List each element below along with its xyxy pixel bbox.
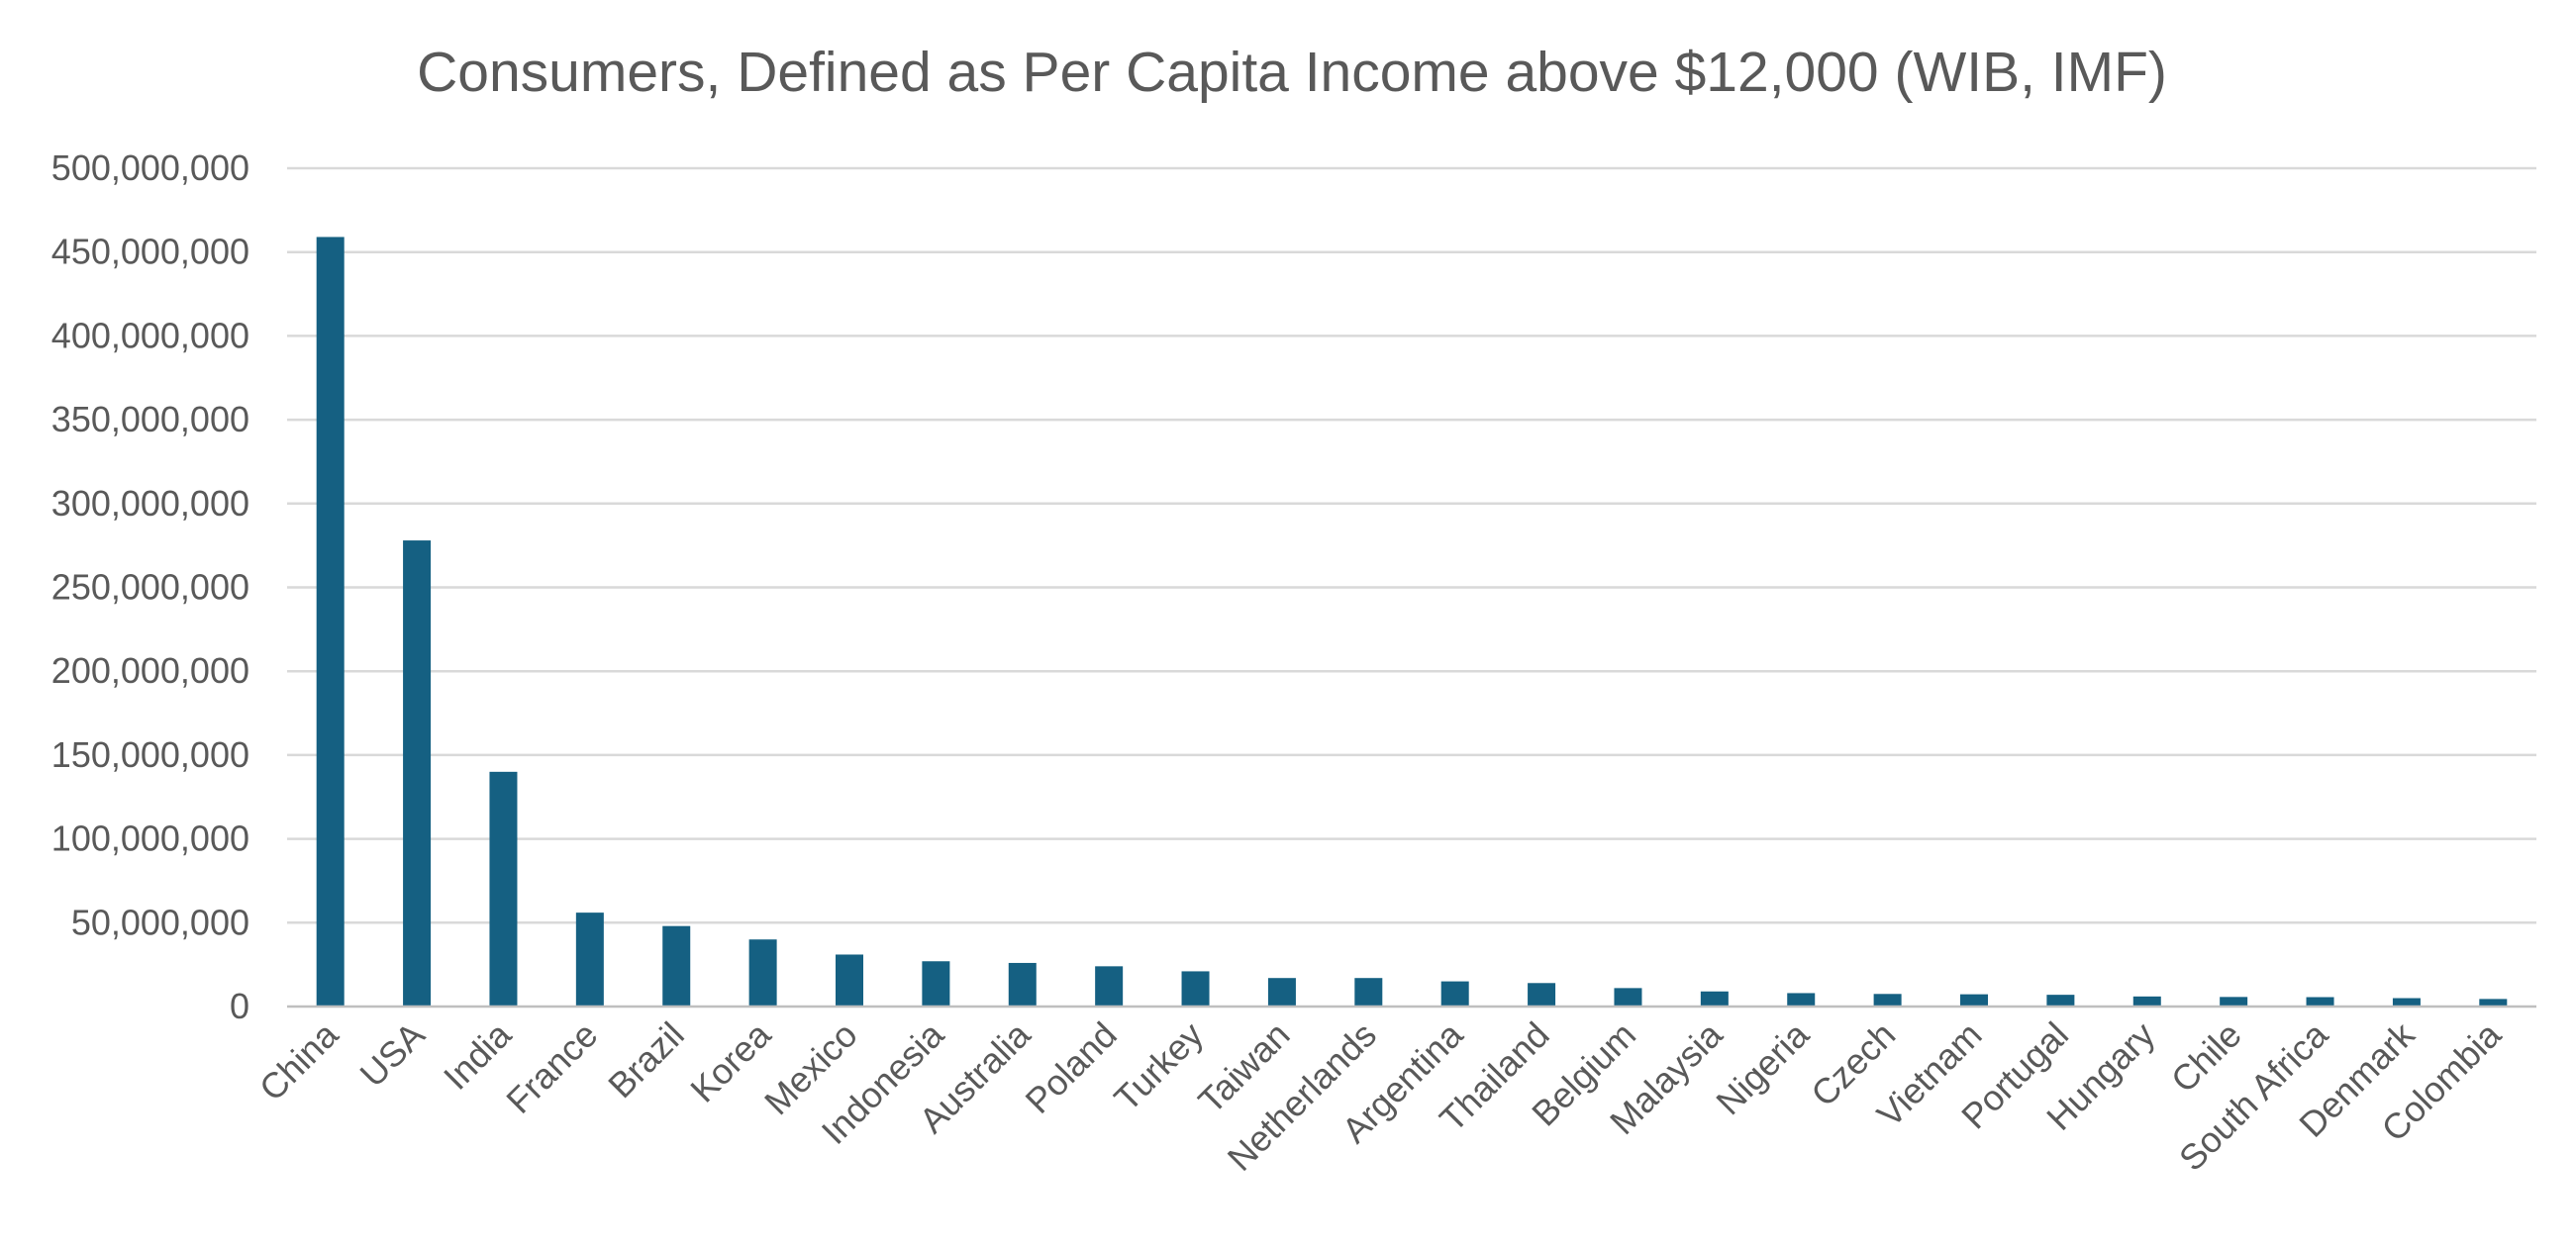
bar-poland [1095,966,1124,1007]
bar-mexico [836,954,863,1007]
y-tick-label: 100,000,000 [51,818,249,859]
x-tick-label: Turkey [1106,1014,1211,1119]
x-tick-label: China [251,1013,347,1108]
y-tick-label: 50,000,000 [71,902,249,942]
bar-belgium [1614,988,1642,1007]
bar-france [575,913,604,1007]
y-tick-label: 300,000,000 [51,483,249,524]
bar-vietnam [1960,994,1988,1007]
bar-hungary [2132,996,2161,1007]
bar-south-africa [2306,997,2334,1007]
bar-australia [1008,962,1037,1007]
bar-indonesia [922,961,950,1007]
y-tick-label: 400,000,000 [51,315,249,355]
y-tick-label: 150,000,000 [51,734,249,775]
x-tick-label: Poland [1018,1014,1125,1121]
bar-india [489,771,518,1007]
bar-usa [403,540,432,1007]
gridlines [287,166,2536,924]
bar-chile [2220,997,2248,1007]
y-axis-ticks: 0 50,000,000 100,000,000 150,000,000 200,000… [51,147,249,1026]
bar-argentina [1440,981,1469,1007]
bar-thailand [1528,983,1556,1007]
y-tick-label: 200,000,000 [51,650,249,691]
x-tick-label: Brazil [600,1014,692,1106]
bar-malaysia [1700,991,1729,1007]
y-tick-label: 0 [230,986,249,1026]
bar-portugal [2046,995,2075,1007]
x-tick-label: France [498,1014,605,1121]
bar-taiwan [1267,978,1296,1007]
bar-korea [748,939,777,1007]
bar-nigeria [1787,993,1816,1007]
y-tick-label: 450,000,000 [51,232,249,272]
x-tick-label: USA [351,1014,432,1095]
bar-denmark [2392,998,2421,1007]
bar-china [316,237,345,1008]
bar-netherlands [1354,978,1383,1007]
y-tick-label: 500,000,000 [51,147,249,188]
x-axis-ticks: China USA IndiaFranceBrazilKoreaMexicoIndo… [251,1013,2510,1179]
bars [316,237,2508,1008]
bar-brazil [662,925,691,1007]
bar-turkey [1181,971,1210,1007]
y-tick-label: 250,000,000 [51,567,249,608]
bar-czech [1873,994,1902,1007]
y-tick-label: 350,000,000 [51,399,249,439]
x-tick-label: Nigeria [1708,1013,1817,1122]
chart-title: Consumers, Defined as Per Capita Income … [417,41,2167,104]
bar-colombia [2479,999,2508,1007]
